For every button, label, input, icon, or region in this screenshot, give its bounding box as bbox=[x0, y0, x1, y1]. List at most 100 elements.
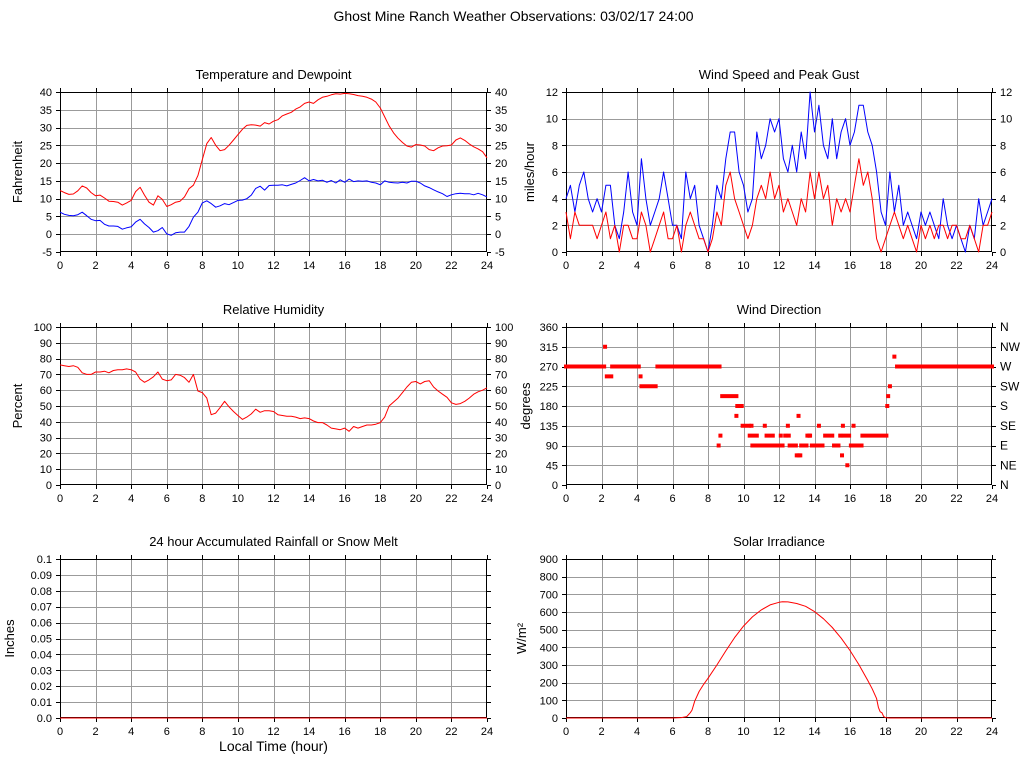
compass-label: NE bbox=[1000, 458, 1017, 472]
tick-marks bbox=[562, 88, 996, 256]
ytick-label: 80 bbox=[40, 354, 52, 366]
xtick-label: 24 bbox=[481, 493, 493, 505]
xtick-label: 20 bbox=[410, 493, 422, 505]
ytick-label: 12 bbox=[546, 87, 558, 99]
series-wind-direction bbox=[564, 344, 994, 468]
xtick-label: 2 bbox=[598, 493, 604, 505]
ytick-label: 90 bbox=[40, 338, 52, 350]
grid-lines bbox=[60, 559, 487, 718]
xtick-label: 14 bbox=[303, 260, 315, 272]
xtick-label: 20 bbox=[915, 493, 927, 505]
ytick-label: 60 bbox=[40, 385, 52, 397]
ytick-label: 40 bbox=[40, 417, 52, 429]
plot-frame bbox=[60, 559, 487, 718]
xtick-label: 12 bbox=[267, 493, 279, 505]
xtick-label: 4 bbox=[634, 493, 640, 505]
ytick-label: 700 bbox=[540, 589, 558, 601]
ytick-label: 0.05 bbox=[31, 634, 52, 646]
xtick-label: 6 bbox=[669, 726, 675, 738]
xtick-label: 24 bbox=[986, 726, 998, 738]
ytick-label: 0.07 bbox=[31, 602, 52, 614]
xtick-label: 10 bbox=[737, 493, 749, 505]
y-axis-label: miles/hour bbox=[522, 141, 537, 202]
xtick-label: 22 bbox=[445, 260, 457, 272]
xtick-label: 0 bbox=[563, 493, 569, 505]
ytick-label-right: 10 bbox=[1000, 114, 1012, 126]
xtick-label: 16 bbox=[844, 726, 856, 738]
ytick-label: 90 bbox=[546, 441, 558, 453]
xtick-label: 14 bbox=[808, 260, 820, 272]
ytick-label: 100 bbox=[34, 322, 52, 334]
xtick-label: 20 bbox=[915, 260, 927, 272]
ytick-label: 0.1 bbox=[37, 554, 52, 566]
compass-label: N bbox=[1000, 320, 1009, 334]
xtick-label: 16 bbox=[844, 260, 856, 272]
chart-title: Relative Humidity bbox=[223, 302, 325, 317]
xtick-label: 14 bbox=[303, 493, 315, 505]
ytick-label-right: 80 bbox=[495, 354, 507, 366]
ytick-label-right: 2 bbox=[1000, 220, 1006, 232]
series-solar-irradiance bbox=[566, 601, 992, 719]
ytick-label: 30 bbox=[40, 123, 52, 135]
ytick-label: 300 bbox=[540, 660, 558, 672]
ytick-label-right: 0 bbox=[1000, 247, 1006, 259]
ytick-label-right: 10 bbox=[495, 464, 507, 476]
compass-label: W bbox=[1000, 360, 1012, 374]
xtick-label: 0 bbox=[563, 260, 569, 272]
ytick-label: 600 bbox=[540, 607, 558, 619]
ytick-label: 0 bbox=[46, 480, 52, 492]
xtick-label: 12 bbox=[267, 726, 279, 738]
xtick-label: 4 bbox=[128, 493, 134, 505]
ytick-label: 0 bbox=[552, 713, 558, 725]
xtick-label: 6 bbox=[669, 493, 675, 505]
tick-marks bbox=[562, 555, 996, 722]
ytick-label-right: 4 bbox=[1000, 194, 1006, 206]
xtick-label: 8 bbox=[199, 493, 205, 505]
xtick-label: 6 bbox=[164, 260, 170, 272]
ytick-label-right: 0 bbox=[495, 480, 501, 492]
xtick-label: 20 bbox=[915, 726, 927, 738]
ytick-label: 70 bbox=[40, 369, 52, 381]
xtick-label: 18 bbox=[374, 260, 386, 272]
ytick-label-right: 50 bbox=[495, 401, 507, 413]
xtick-label: 24 bbox=[986, 260, 998, 272]
xtick-label: 14 bbox=[303, 726, 315, 738]
ytick-label: 10 bbox=[546, 114, 558, 126]
chart-wind-direction: Wind Direction04590135180225270315360NNE… bbox=[518, 302, 1021, 505]
page-title: Ghost Mine Ranch Weather Observations: 0… bbox=[333, 8, 694, 24]
ytick-label: 400 bbox=[540, 642, 558, 654]
ytick-label: 45 bbox=[546, 460, 558, 472]
ytick-label-right: 15 bbox=[495, 176, 507, 188]
xtick-label: 2 bbox=[598, 260, 604, 272]
chart-title: Wind Direction bbox=[737, 302, 822, 317]
xtick-label: 22 bbox=[950, 726, 962, 738]
y-axis-label: degrees bbox=[518, 382, 533, 429]
xtick-label: 0 bbox=[57, 493, 63, 505]
xtick-label: 2 bbox=[93, 493, 99, 505]
grid-lines bbox=[566, 559, 992, 718]
ytick-label: 25 bbox=[40, 140, 52, 152]
xtick-label: 22 bbox=[445, 726, 457, 738]
ytick-label: 315 bbox=[540, 342, 558, 354]
chart-rainfall: 24 hour Accumulated Rainfall or Snow Mel… bbox=[2, 534, 493, 754]
xtick-label: 0 bbox=[57, 260, 63, 272]
ytick-label: 40 bbox=[40, 87, 52, 99]
grid-lines bbox=[566, 92, 992, 252]
ytick-label: 0.04 bbox=[31, 649, 52, 661]
ytick-label: 15 bbox=[40, 176, 52, 188]
ytick-label-right: 12 bbox=[1000, 87, 1012, 99]
ytick-label-right: 20 bbox=[495, 448, 507, 460]
compass-label: SE bbox=[1000, 419, 1016, 433]
xtick-label: 24 bbox=[986, 493, 998, 505]
xtick-label: 8 bbox=[199, 726, 205, 738]
xtick-label: 10 bbox=[737, 726, 749, 738]
chart-title: Wind Speed and Peak Gust bbox=[699, 67, 860, 82]
xtick-label: 18 bbox=[879, 726, 891, 738]
ytick-label-right: 30 bbox=[495, 433, 507, 445]
ytick-label: 0 bbox=[552, 480, 558, 492]
chart-temperature-dewpoint: Temperature and Dewpoint-505101520253035… bbox=[10, 67, 507, 272]
ytick-label: 360 bbox=[540, 322, 558, 334]
chart-title: 24 hour Accumulated Rainfall or Snow Mel… bbox=[149, 534, 398, 549]
xtick-label: 8 bbox=[705, 493, 711, 505]
ytick-label: 6 bbox=[552, 167, 558, 179]
